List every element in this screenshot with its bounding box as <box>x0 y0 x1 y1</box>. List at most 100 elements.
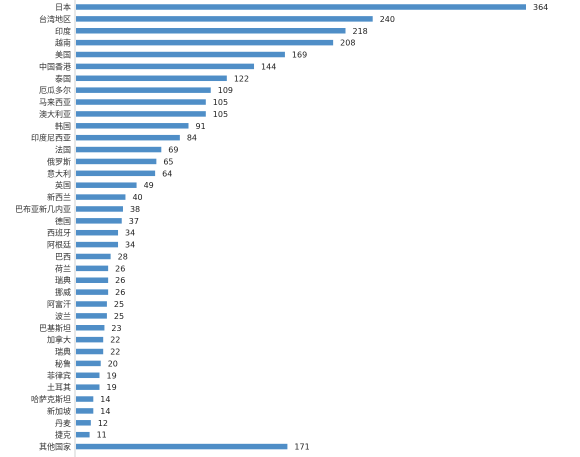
value-label: 65 <box>163 157 173 166</box>
value-label: 22 <box>110 348 120 357</box>
bar <box>76 51 285 58</box>
category-label: 丹麦 <box>55 418 71 428</box>
category-label: 俄罗斯 <box>47 156 71 166</box>
bar <box>76 384 100 390</box>
bar <box>76 16 373 22</box>
bar <box>76 336 104 343</box>
value-label: 34 <box>125 229 135 238</box>
bar <box>76 182 137 188</box>
category-label: 马来西亚 <box>39 98 71 107</box>
value-label: 169 <box>292 51 307 60</box>
bar <box>76 28 346 34</box>
bar <box>76 277 109 283</box>
value-label: 144 <box>261 62 276 71</box>
value-label: 22 <box>110 336 120 345</box>
value-label: 208 <box>340 39 355 48</box>
category-label: 泰国 <box>55 73 71 83</box>
value-label: 20 <box>108 359 118 368</box>
bar <box>76 443 288 450</box>
category-label: 意大利 <box>47 168 71 178</box>
category-label: 印度 <box>55 26 71 36</box>
bar <box>76 87 211 93</box>
value-label: 14 <box>100 407 110 416</box>
category-label: 澳大利亚 <box>39 109 71 119</box>
bar <box>76 4 526 10</box>
value-label: 240 <box>380 15 395 24</box>
bar <box>76 289 109 295</box>
bar <box>76 420 91 426</box>
value-label: 171 <box>294 443 309 452</box>
value-label: 28 <box>118 252 128 261</box>
category-label: 瑞典 <box>55 275 71 285</box>
bar <box>76 265 109 272</box>
bar <box>76 372 100 379</box>
value-label: 109 <box>218 86 233 95</box>
value-label: 91 <box>196 122 206 131</box>
bar <box>76 396 94 402</box>
category-label: 巴西 <box>55 252 71 261</box>
value-label: 14 <box>100 395 110 404</box>
category-label: 阿富汗 <box>47 299 71 309</box>
bar <box>76 325 105 331</box>
value-label: 69 <box>168 146 178 155</box>
category-label: 美国 <box>55 50 71 60</box>
bar <box>76 348 104 355</box>
category-label: 菲律宾 <box>47 370 71 380</box>
bar <box>76 134 180 141</box>
category-label: 其他国家 <box>39 442 71 452</box>
category-label: 越南 <box>55 38 71 48</box>
bar <box>76 146 162 153</box>
bar <box>76 360 101 367</box>
category-label: 西班牙 <box>47 228 71 238</box>
value-label: 11 <box>97 431 107 440</box>
category-label: 荷兰 <box>55 263 71 273</box>
bar <box>76 39 334 46</box>
bar <box>76 63 255 70</box>
value-label: 34 <box>125 241 135 250</box>
bar <box>76 170 156 177</box>
bar <box>76 194 126 200</box>
value-label: 122 <box>234 74 249 83</box>
category-label: 秘鲁 <box>55 358 71 368</box>
bars-group: 日本 364 台湾地区 240 印度 218 越南 208 美国 169 中国香港 144 泰国 122 厄… <box>15 2 548 452</box>
value-label: 19 <box>106 371 116 380</box>
category-label: 巴基斯坦 <box>39 323 71 333</box>
bar <box>76 253 111 260</box>
value-label: 37 <box>129 217 139 226</box>
value-label: 84 <box>187 134 197 143</box>
category-label: 德国 <box>55 216 71 226</box>
category-label: 印度尼西亚 <box>31 133 71 143</box>
category-label: 阿根廷 <box>47 240 71 250</box>
value-label: 364 <box>533 3 548 12</box>
value-label: 105 <box>213 98 228 107</box>
bar <box>76 123 189 129</box>
category-label: 挪威 <box>55 287 71 297</box>
category-label: 韩国 <box>55 121 71 131</box>
category-label: 巴布亚新几内亚 <box>15 204 71 214</box>
value-label: 26 <box>115 288 125 297</box>
bar <box>76 408 94 414</box>
category-label: 日本 <box>55 2 71 12</box>
value-label: 25 <box>114 300 124 309</box>
value-label: 25 <box>114 312 124 321</box>
value-label: 38 <box>130 205 140 214</box>
category-label: 新加坡 <box>47 406 71 416</box>
category-label: 英国 <box>55 180 71 190</box>
category-label: 波兰 <box>55 311 71 321</box>
category-label: 新西兰 <box>47 192 71 202</box>
value-label: 49 <box>144 181 154 190</box>
bar <box>76 431 90 438</box>
value-label: 23 <box>111 324 121 333</box>
category-label: 哈萨克斯坦 <box>31 394 71 404</box>
bar <box>76 241 119 248</box>
bar <box>76 206 123 212</box>
value-label: 105 <box>213 110 228 119</box>
value-label: 40 <box>132 193 142 202</box>
bar <box>76 75 227 82</box>
category-label: 土耳其 <box>47 382 71 392</box>
value-label: 26 <box>115 264 125 273</box>
value-label: 218 <box>353 27 368 36</box>
value-label: 26 <box>115 276 125 285</box>
bar <box>76 158 157 165</box>
